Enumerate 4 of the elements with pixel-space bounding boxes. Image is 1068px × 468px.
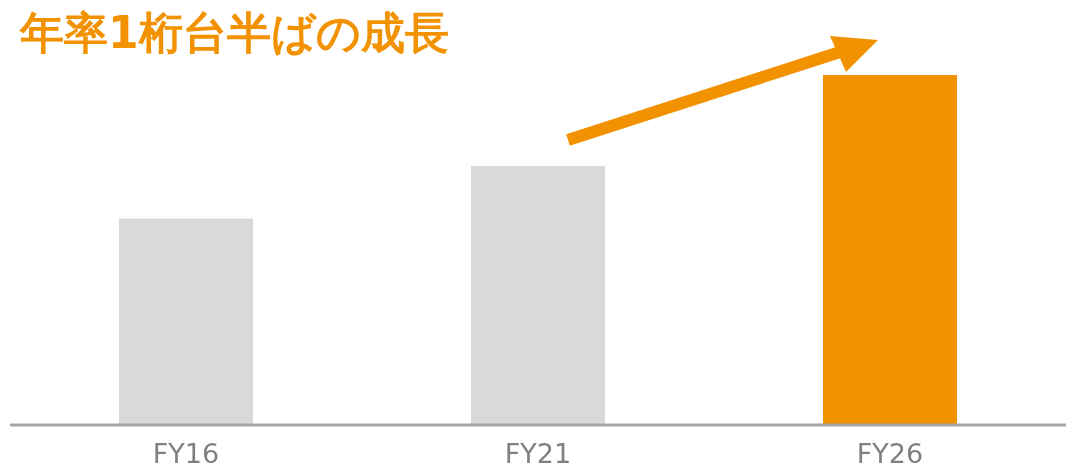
x-tick-label: FY21 — [504, 438, 572, 468]
chart-title: 年率1桁台半ばの成長 — [19, 7, 449, 58]
x-tick-label: FY26 — [856, 438, 924, 468]
x-tick-label: FY16 — [152, 438, 220, 468]
